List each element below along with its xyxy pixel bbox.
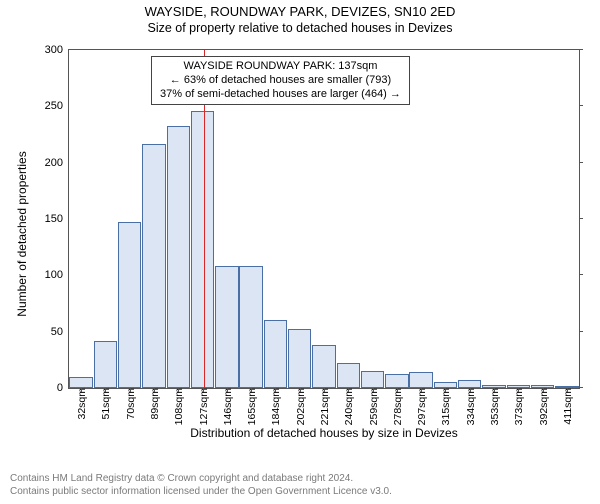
x-tick-mark: [324, 388, 325, 392]
x-tick-label: 259sqm: [366, 388, 380, 425]
x-tick-mark: [227, 388, 228, 392]
y-tick-label: 150: [45, 213, 69, 225]
histogram-bar: [191, 111, 214, 388]
annotation-line-3: 37% of semi-detached houses are larger (…: [160, 88, 401, 102]
page-title: WAYSIDE, ROUNDWAY PARK, DEVIZES, SN10 2E…: [0, 4, 600, 19]
histogram-bar: [118, 222, 141, 388]
x-tick-mark: [518, 388, 519, 392]
attribution-line-1: Contains HM Land Registry data © Crown c…: [10, 472, 392, 485]
x-tick-mark: [494, 388, 495, 392]
x-tick-label: 278sqm: [390, 388, 404, 425]
histogram-bar: [215, 266, 238, 388]
chart-container: Number of detached properties Distributi…: [50, 49, 580, 419]
y-tick-mark: [579, 331, 583, 332]
x-tick-mark: [275, 388, 276, 392]
x-tick-label: 165sqm: [244, 388, 258, 425]
x-tick-mark: [421, 388, 422, 392]
plot-area: Distribution of detached houses by size …: [68, 49, 580, 389]
y-tick-label: 250: [45, 100, 69, 112]
histogram-bar: [337, 363, 360, 388]
histogram-bar: [264, 320, 287, 388]
x-tick-mark: [397, 388, 398, 392]
annotation-line-2: ← 63% of detached houses are smaller (79…: [160, 74, 401, 88]
y-tick-label: 200: [45, 157, 69, 169]
y-axis-label: Number of detached properties: [15, 151, 29, 316]
histogram-bar: [312, 345, 335, 388]
annotation-line-1: WAYSIDE ROUNDWAY PARK: 137sqm: [160, 60, 401, 74]
y-tick-mark: [579, 162, 583, 163]
x-tick-label: 108sqm: [171, 388, 185, 425]
x-tick-label: 411sqm: [560, 388, 574, 425]
attribution-line-2: Contains public sector information licen…: [10, 485, 392, 498]
x-tick-label: 127sqm: [196, 388, 210, 425]
x-tick-label: 334sqm: [463, 388, 477, 425]
y-tick-mark: [579, 49, 583, 50]
x-tick-label: 373sqm: [511, 388, 525, 425]
x-tick-mark: [348, 388, 349, 392]
x-tick-mark: [81, 388, 82, 392]
chart-subtitle: Size of property relative to detached ho…: [0, 21, 600, 35]
x-tick-mark: [130, 388, 131, 392]
x-tick-label: 51sqm: [98, 388, 112, 420]
property-annotation: WAYSIDE ROUNDWAY PARK: 137sqm ← 63% of d…: [151, 56, 410, 105]
histogram-bar: [361, 371, 384, 388]
x-tick-mark: [373, 388, 374, 392]
x-tick-label: 392sqm: [536, 388, 550, 425]
y-tick-mark: [579, 105, 583, 106]
x-axis-label: Distribution of detached houses by size …: [190, 426, 457, 440]
x-tick-mark: [203, 388, 204, 392]
x-tick-label: 315sqm: [438, 388, 452, 425]
x-tick-mark: [105, 388, 106, 392]
y-tick-mark: [579, 387, 583, 388]
x-tick-label: 353sqm: [487, 388, 501, 425]
x-tick-mark: [178, 388, 179, 392]
x-tick-mark: [251, 388, 252, 392]
histogram-bar: [167, 126, 190, 389]
histogram-bar: [69, 377, 92, 388]
x-tick-mark: [154, 388, 155, 392]
x-tick-label: 32sqm: [74, 388, 88, 420]
histogram-bar: [142, 144, 165, 388]
y-tick-label: 100: [45, 269, 69, 281]
x-tick-label: 221sqm: [317, 388, 331, 425]
x-tick-mark: [470, 388, 471, 392]
y-tick-label: 0: [57, 382, 69, 394]
x-tick-mark: [567, 388, 568, 392]
y-tick-mark: [579, 274, 583, 275]
y-tick-mark: [579, 218, 583, 219]
y-tick-label: 300: [45, 44, 69, 56]
x-tick-label: 240sqm: [341, 388, 355, 425]
histogram-bar: [288, 329, 311, 388]
histogram-bar: [409, 372, 432, 388]
histogram-bar: [385, 374, 408, 388]
x-tick-label: 70sqm: [123, 388, 137, 420]
histogram-bar: [458, 380, 481, 388]
x-tick-label: 184sqm: [268, 388, 282, 425]
x-tick-label: 202sqm: [293, 388, 307, 425]
histogram-bar: [94, 341, 117, 388]
histogram-bar: [239, 266, 262, 388]
y-tick-label: 50: [51, 326, 69, 338]
attribution-text: Contains HM Land Registry data © Crown c…: [10, 472, 392, 498]
x-tick-label: 146sqm: [220, 388, 234, 425]
x-tick-mark: [300, 388, 301, 392]
x-tick-label: 89sqm: [147, 388, 161, 420]
x-tick-label: 297sqm: [414, 388, 428, 425]
x-tick-mark: [543, 388, 544, 392]
x-tick-mark: [445, 388, 446, 392]
